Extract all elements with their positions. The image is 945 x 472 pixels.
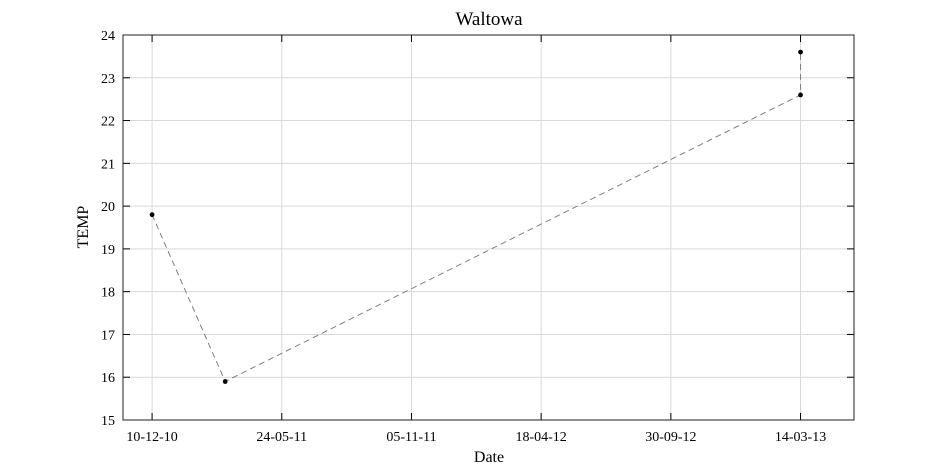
axis-ticks: 15 16 17 18 19 20 21 22 23 24 10-12-10 24-05-11 05-1…: [101, 29, 854, 445]
y-tick-label: 17: [101, 328, 115, 343]
data-point: [222, 379, 228, 384]
y-tick-label: 23: [101, 72, 115, 87]
series-line: [151, 52, 802, 383]
y-axis-label: TEMP: [75, 206, 92, 249]
data-point: [798, 92, 803, 98]
x-axis-label: Date: [474, 449, 504, 466]
chart-title: Waltowa: [455, 9, 523, 30]
y-tick-label: 16: [101, 371, 115, 386]
y-tick-label: 20: [101, 200, 115, 215]
y-tick-label: 18: [101, 286, 115, 301]
x-tick-label: 10-12-10: [126, 430, 177, 445]
y-tick-label: 22: [101, 115, 115, 130]
x-tick-label: 18-04-12: [515, 430, 566, 445]
y-tick-label: 15: [101, 414, 115, 429]
data-point: [149, 212, 155, 218]
x-tick-label: 24-05-11: [256, 430, 307, 445]
data-point: [798, 49, 803, 55]
y-tick-label: 19: [101, 243, 115, 258]
x-tick-label: 05-11-11: [386, 430, 436, 445]
y-tick-label: 21: [101, 157, 115, 172]
x-tick-label: 30-09-12: [645, 430, 696, 445]
plot-frame: [122, 34, 855, 421]
x-tick-label: 14-03-13: [775, 430, 826, 445]
y-tick-label: 24: [101, 29, 115, 44]
series-layer: [149, 49, 803, 384]
grid-lines: [123, 34, 854, 421]
